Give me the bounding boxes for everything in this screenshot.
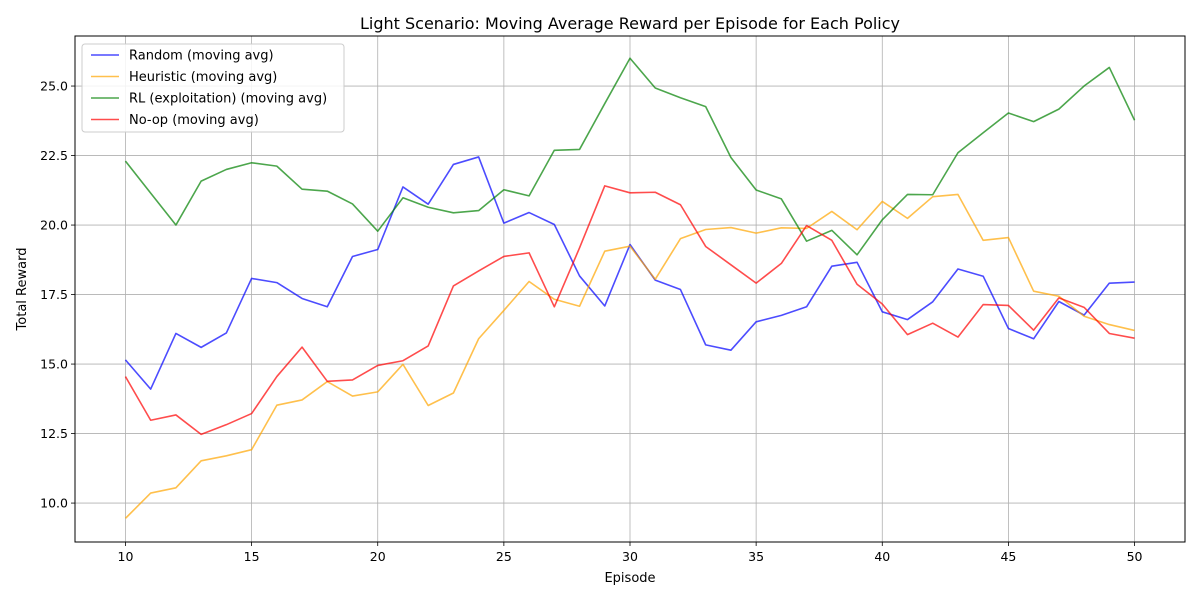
legend-box (81, 43, 345, 133)
x-tick-label: 10 (118, 549, 134, 564)
x-tick-label: 20 (370, 549, 386, 564)
series-lines (124, 57, 1136, 519)
x-tick-label: 25 (496, 549, 512, 564)
legend-label: RL (exploitation) (moving avg) (129, 92, 327, 107)
series-line-0 (124, 156, 1135, 390)
x-tick-label: 35 (748, 549, 764, 564)
x-tick-label: 30 (622, 549, 638, 564)
legend-label: No-op (moving avg) (129, 113, 259, 128)
y-tick-label: 20.0 (40, 218, 68, 233)
y-tick-label: 17.5 (40, 287, 68, 302)
y-axis-ticks: 10.0 12.5 15.0 17.5 20.0 22.5 25.0 (40, 79, 75, 511)
legend: Random (moving avg) Heuristic (moving avg… (81, 43, 345, 133)
x-tick-label: 15 (244, 549, 260, 564)
series-line-2 (124, 57, 1136, 256)
x-tick-label: 40 (874, 549, 890, 564)
y-tick-label: 15.0 (40, 357, 68, 372)
legend-label: Random (moving avg) (129, 49, 274, 64)
y-tick-label: 25.0 (40, 79, 68, 94)
x-axis-ticks: 10 15 20 25 30 35 40 45 50 (118, 542, 1143, 564)
y-tick-label: 10.0 (40, 496, 68, 511)
legend-label: Heuristic (moving avg) (129, 70, 277, 85)
y-tick-label: 12.5 (40, 426, 68, 441)
chart-title: Light Scenario: Moving Average Reward pe… (360, 14, 900, 33)
x-tick-label: 45 (1000, 549, 1016, 564)
x-tick-label: 50 (1127, 549, 1143, 564)
series-line-1 (124, 193, 1135, 519)
x-axis-title: Episode (604, 571, 655, 586)
y-tick-label: 22.5 (40, 148, 68, 163)
grid-lines (75, 36, 1185, 542)
y-axis-title: Total Reward (15, 248, 30, 332)
series-line-3 (124, 185, 1135, 436)
